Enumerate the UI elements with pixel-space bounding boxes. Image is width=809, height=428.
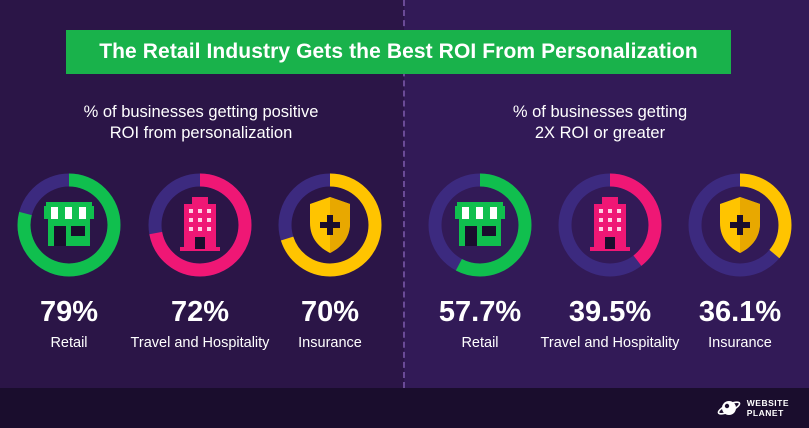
panel-divider [403,0,405,388]
label-insurance-left: Insurance [298,335,362,351]
donut-travel-left [148,173,252,277]
label-retail-right: Retail [461,335,499,351]
donut-travel-left-svg [148,173,252,277]
store-icon [44,202,94,246]
donut-arc [688,173,792,277]
left-subtitle-line1: % of businesses getting positive [83,103,319,121]
donut-retail-left-svg [17,173,121,277]
shield-icon [720,197,760,253]
hotel-icon [180,197,220,251]
value-insurance-left: 70% [300,296,360,328]
donut-insurance-right-svg [688,173,792,277]
donut-insurance-left-svg [278,173,382,277]
title-banner: The Retail Industry Gets the Best ROI Fr… [66,30,731,74]
donut-retail-left [17,173,121,277]
right-subtitle-line1: % of businesses getting [512,103,688,121]
left-subtitle: % of businesses getting positive ROI fro… [31,102,371,144]
donut-travel-right [558,173,662,277]
donut-travel-right-svg [558,173,662,277]
left-subtitle-line2: ROI from personalization [109,124,293,142]
donut-arc [558,173,662,277]
donut-arc [278,173,382,277]
shield-icon [310,197,350,253]
donut-insurance-right [688,173,792,277]
label-travel-right: Travel and Hospitality [540,335,680,351]
store-icon [455,202,505,246]
brand-line2: PLANET [746,408,784,418]
donut-insurance-left [278,173,382,277]
right-subtitle: % of businesses getting 2X ROI or greate… [430,102,770,144]
brand-logo: WEBSITE PLANET [717,397,789,419]
donut-retail-right-svg [428,173,532,277]
footer-bar [0,388,809,428]
hotel-icon [590,197,630,251]
value-retail-left: 79% [39,296,99,328]
right-subtitle-line2: 2X ROI or greater [534,124,666,142]
value-travel-left: 72% [170,296,230,328]
page-title: The Retail Industry Gets the Best ROI Fr… [99,40,698,63]
label-retail-left: Retail [50,335,88,351]
value-travel-right: 39.5% [568,296,652,328]
value-retail-right: 57.7% [438,296,522,328]
donut-arc [17,173,121,277]
brand-line1: WEBSITE [746,398,789,408]
donut-arc [148,173,252,277]
planet-logo-icon [717,401,741,415]
value-insurance-right: 36.1% [698,296,782,328]
label-insurance-right: Insurance [708,335,772,351]
label-travel-left: Travel and Hospitality [130,335,270,351]
donut-retail-right [428,173,532,277]
donut-arc [428,173,532,277]
